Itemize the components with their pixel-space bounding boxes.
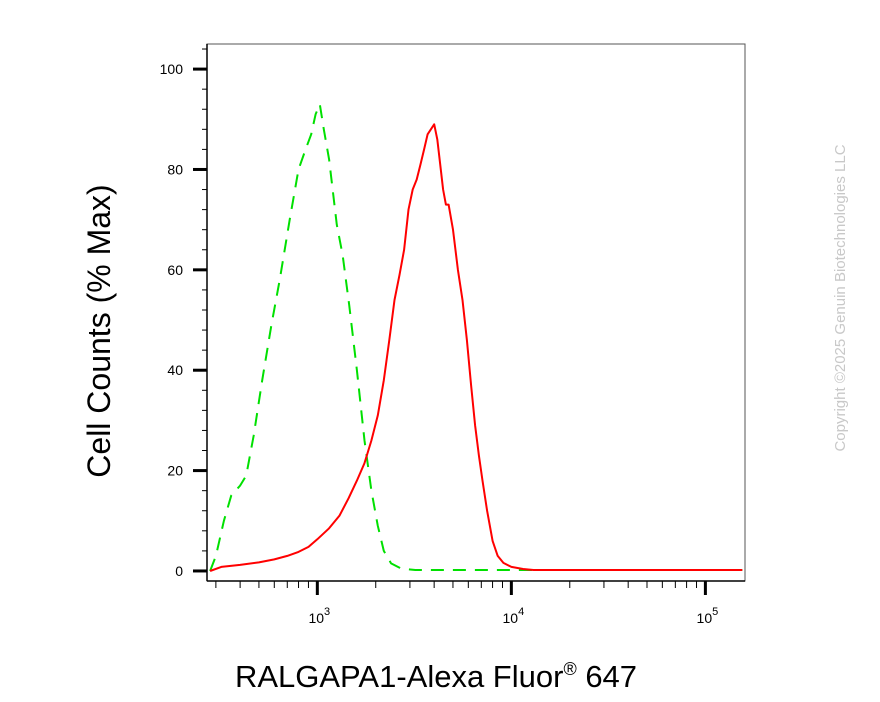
- x-axis-title-main: RALGAPA1-Alexa Fluor: [235, 659, 564, 694]
- x-axis: 103 104 105: [207, 580, 745, 626]
- x-tick-label: 105: [697, 606, 719, 626]
- x-axis-title-registered-mark: ®: [563, 659, 576, 679]
- x-tick-label-exponent: 5: [712, 606, 718, 618]
- series-line-solid-red: [209, 123, 743, 572]
- y-axis: 0 20 40 60 80 100: [160, 44, 208, 581]
- plot-frame: [206, 43, 746, 582]
- y-axis-title: Cell Counts (% Max): [81, 184, 117, 477]
- y-tick-label: 80: [167, 161, 183, 177]
- x-tick-label-exponent: 3: [324, 606, 330, 618]
- x-tick-label-exponent: 4: [518, 606, 524, 618]
- x-tick-label: 103: [308, 606, 330, 626]
- y-tick-label: 20: [167, 463, 183, 479]
- series-line-dashed-green: [209, 103, 743, 572]
- x-tick-label-base: 10: [308, 610, 324, 626]
- y-tick-label: 40: [167, 362, 183, 378]
- series-layer: [209, 103, 743, 572]
- y-tick-label: 100: [160, 61, 184, 77]
- x-tick-label-base: 10: [697, 610, 713, 626]
- y-tick-label: 60: [167, 262, 183, 278]
- x-tick-label-base: 10: [503, 610, 519, 626]
- x-axis-title-suffix: 647: [577, 659, 637, 694]
- x-axis-title: RALGAPA1-Alexa Fluor® 647: [235, 659, 637, 694]
- x-tick-label: 104: [503, 606, 525, 626]
- copyright-notice: Copyright ©2025 Genuin Biotechnologies L…: [832, 144, 849, 451]
- y-tick-label: 0: [175, 563, 183, 579]
